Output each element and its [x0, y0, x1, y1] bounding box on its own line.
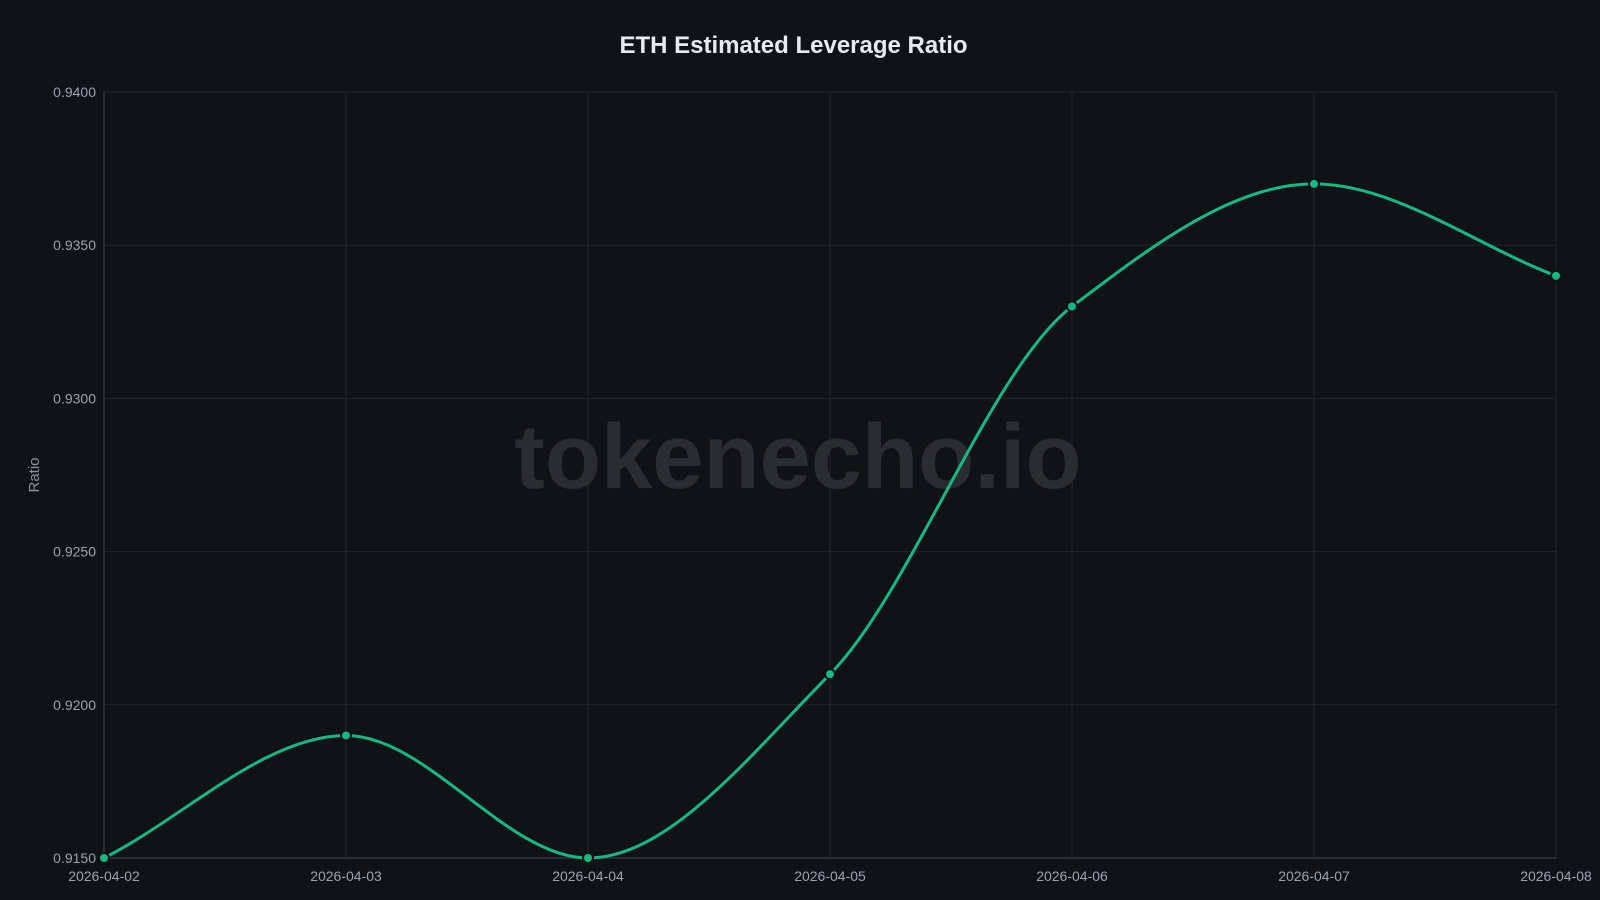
- x-tick-label: 2026-04-05: [794, 868, 866, 884]
- x-tick-label: 2026-04-06: [1036, 868, 1108, 884]
- watermark: tokenecho.io: [514, 406, 1081, 508]
- y-axis-label: Ratio: [26, 457, 43, 492]
- data-point[interactable]: [1550, 269, 1562, 282]
- y-tick-label: 0.9300: [53, 390, 96, 406]
- data-point[interactable]: [98, 852, 110, 864]
- y-axis-ticks: 0.9400 0.9350 0.9300 0.9250 0.9200 0.9150: [53, 84, 96, 866]
- y-tick-label: 0.9250: [53, 544, 96, 560]
- data-points: [98, 177, 1562, 864]
- data-point[interactable]: [824, 668, 836, 681]
- data-point[interactable]: [340, 729, 352, 742]
- data-point[interactable]: [582, 852, 594, 864]
- x-tick-label: 2026-04-03: [310, 868, 382, 884]
- x-axis-ticks: 2026-04-02 2026-04-03 2026-04-04 2026-04-05…: [68, 868, 1592, 884]
- data-point[interactable]: [1308, 177, 1320, 190]
- x-tick-label: 2026-04-08: [1520, 868, 1592, 884]
- y-tick-label: 0.9350: [53, 237, 96, 253]
- chart-title: ETH Estimated Leverage Ratio: [619, 32, 968, 59]
- y-tick-label: 0.9200: [53, 697, 96, 713]
- grid-lines: [103, 91, 1557, 859]
- axes: [103, 92, 1556, 859]
- x-tick-label: 2026-04-02: [68, 868, 140, 884]
- y-tick-label: 0.9150: [53, 850, 96, 866]
- x-tick-label: 2026-04-07: [1278, 868, 1350, 884]
- x-tick-label: 2026-04-04: [552, 868, 624, 884]
- y-tick-label: 0.9400: [53, 84, 96, 100]
- data-point[interactable]: [1066, 300, 1078, 313]
